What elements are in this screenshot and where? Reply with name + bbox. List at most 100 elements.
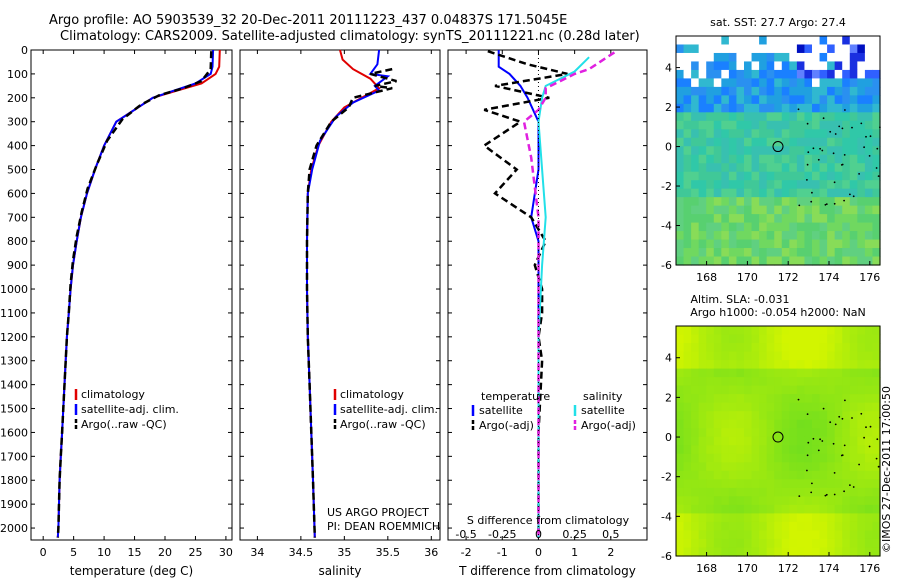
sst-cell: [789, 231, 798, 241]
sla-cell: [872, 504, 881, 515]
sla-cell: [736, 377, 745, 387]
sla-cell: [774, 411, 783, 421]
sla-cell: [872, 411, 881, 421]
sla-cell: [698, 334, 707, 344]
sst-cell: [713, 188, 722, 198]
sla-cell: [834, 402, 843, 412]
sla-cell: [683, 504, 692, 515]
sst-cell: [781, 69, 790, 80]
sst-cell: [683, 129, 692, 139]
sla-cell: [842, 385, 851, 395]
sst-cell: [827, 61, 836, 71]
ytick-label: 1400: [0, 379, 28, 392]
sst-cell: [849, 69, 858, 80]
sla-cell: [842, 343, 851, 353]
sla-cell: [842, 547, 851, 557]
sst-cell: [721, 197, 730, 207]
sla-cell: [766, 385, 775, 395]
sst-cell: [857, 44, 866, 54]
sst-cell: [864, 86, 874, 96]
sla-cell: [819, 462, 828, 472]
sla-cell: [789, 377, 798, 387]
island-mark: [819, 147, 821, 150]
sla-cell: [872, 419, 881, 429]
xtick-label-salinity: 35: [337, 546, 351, 559]
sst-cell: [744, 154, 753, 164]
ytick-label: 200: [7, 92, 28, 105]
sla-cell: [834, 419, 843, 429]
sst-cell: [736, 52, 745, 63]
sla-cell: [713, 402, 722, 412]
island-mark: [840, 164, 843, 166]
sst-cell: [683, 44, 692, 54]
sla-cell: [774, 326, 783, 336]
island-mark: [798, 495, 801, 497]
sla-cell: [691, 385, 700, 395]
map-xtick-label: 170: [737, 271, 758, 284]
sst-cell: [744, 36, 753, 46]
sst-cell: [698, 163, 707, 173]
sst-cell: [728, 248, 738, 258]
sla-cell: [683, 351, 692, 361]
sst-cell: [713, 146, 722, 156]
island-mark: [844, 109, 846, 111]
sla-cell: [751, 453, 760, 463]
sst-cell: [774, 222, 783, 232]
map-ytick-label: 4: [665, 352, 672, 365]
sst-cell: [804, 197, 813, 207]
sla-cell: [827, 496, 836, 506]
sst-cell: [683, 180, 692, 190]
sst-cell: [834, 188, 843, 198]
sla-cell: [736, 385, 745, 395]
map-xtick-label: 174: [819, 562, 840, 575]
sla-cell: [766, 394, 775, 404]
series-line-satellite-adj-clim-: [306, 49, 391, 538]
sst-cell: [789, 188, 798, 198]
sla-cell: [691, 334, 700, 344]
sla-cell: [796, 445, 806, 455]
sst-cell: [698, 197, 707, 207]
sst-cell: [774, 137, 783, 147]
sst-cell: [804, 188, 813, 198]
sla-cell: [834, 445, 843, 455]
sla-cell: [751, 326, 760, 336]
sla-cell: [728, 411, 738, 421]
sla-cell: [751, 411, 760, 421]
map-xtick-label: 176: [859, 562, 880, 575]
sla-cell: [781, 530, 790, 540]
sst-cell: [834, 129, 843, 139]
sla-cell: [676, 504, 685, 515]
ytick-label: 1500: [0, 403, 28, 416]
sla-cell: [721, 377, 730, 387]
xtick-top-label: -0.5: [455, 528, 476, 541]
sla-cell: [774, 394, 783, 404]
sla-cell: [744, 351, 753, 361]
sst-cell: [864, 112, 874, 122]
sst-cell: [728, 36, 738, 46]
ytick-label: 1600: [0, 426, 28, 439]
island-mark: [875, 167, 878, 169]
sla-cell: [676, 402, 685, 412]
sla-cell: [804, 368, 813, 378]
sla-cell: [736, 411, 745, 421]
sla-cell: [691, 419, 700, 429]
sst-cell: [804, 154, 813, 164]
sst-cell: [721, 52, 730, 63]
sst-cell: [834, 163, 843, 173]
xlabel-top-difference: S difference from climatology: [467, 514, 630, 527]
sst-cell: [796, 222, 806, 232]
sla-cell: [736, 360, 745, 370]
sla-cell: [744, 547, 753, 557]
sst-cell: [774, 78, 783, 88]
sla-cell: [706, 445, 715, 455]
sst-cell: [857, 137, 866, 147]
island-mark: [843, 490, 845, 493]
sla-cell: [804, 402, 813, 412]
legend-label-temperature: climatology: [81, 388, 145, 401]
sla-cell: [834, 479, 843, 489]
ytick-label: 400: [7, 140, 28, 153]
sla-cell: [864, 377, 874, 387]
sst-cell: [812, 197, 821, 207]
sst-cell: [691, 95, 700, 105]
sla-cell: [713, 334, 722, 344]
